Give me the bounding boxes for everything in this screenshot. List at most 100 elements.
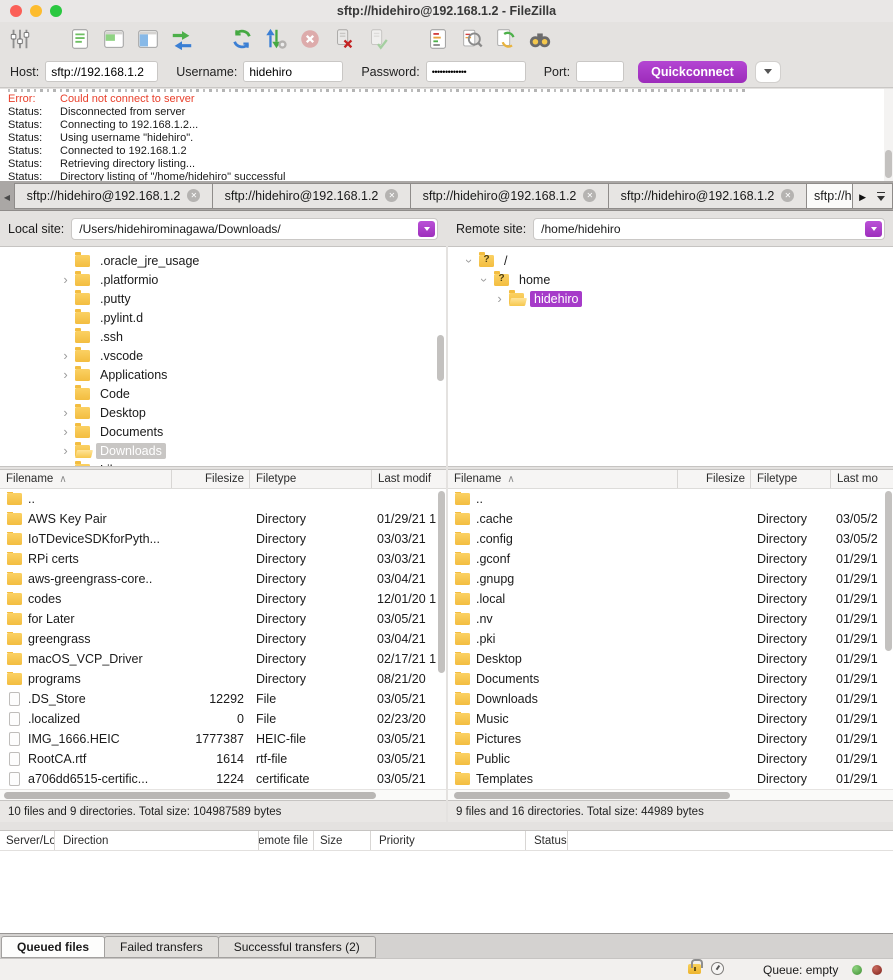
horizontal-scrollbar[interactable] [448,789,893,800]
column-filename[interactable]: Filename ∧ [448,470,678,488]
file-row[interactable]: aws-greengrass-core.. Directory 03/04/21 [0,569,446,589]
queue-column-header[interactable]: Status [526,831,568,850]
lock-icon[interactable] [688,959,703,974]
queue-column-header[interactable]: Direction [55,831,259,850]
tab-close-icon[interactable] [781,189,795,202]
local-tree-item[interactable]: Downloads [0,441,446,460]
message-log-toggle-button[interactable] [66,25,94,53]
session-tab[interactable]: sftp://hidehiro@192.168.1.2 [14,182,213,209]
disconnect-button[interactable] [330,25,358,53]
file-row[interactable]: Downloads Directory 01/29/1 [448,689,893,709]
remote-tree-item[interactable]: / [448,251,893,270]
synchronized-browsing-button[interactable] [492,25,520,53]
local-tree-item[interactable]: Applications [0,365,446,384]
tab-scroll-left-icon[interactable] [0,189,14,203]
file-row[interactable]: IMG_1666.HEIC 1777387 HEIC-file 03/05/21 [0,729,446,749]
host-input[interactable] [45,61,159,82]
remote-tree-toggle-button[interactable] [134,25,162,53]
tree-scrollbar-thumb[interactable] [437,335,444,381]
column-filesize[interactable]: Filesize [678,470,751,488]
refresh-button[interactable] [228,25,256,53]
close-window-button[interactable] [10,5,22,17]
list-scrollbar-thumb[interactable] [438,491,445,673]
file-row[interactable]: RPi certs Directory 03/03/21 [0,549,446,569]
expander-icon[interactable] [58,273,73,287]
quickconnect-dropdown-button[interactable] [754,60,781,83]
local-tree-item[interactable]: Code [0,384,446,403]
expander-icon[interactable] [58,444,73,458]
file-row[interactable]: a706dd6515-certific... 1224 certificate … [0,769,446,789]
expander-icon[interactable] [58,368,73,382]
column-filesize[interactable]: Filesize [172,470,250,488]
tab-close-icon[interactable] [385,189,399,202]
expander-icon[interactable] [58,463,73,467]
queue-column-header[interactable]: Priority [371,831,526,850]
session-tab[interactable]: sftp://hidehiro@192.168.1.2 [410,182,609,209]
file-row[interactable]: .local Directory 01/29/1 [448,589,893,609]
tab-list-dropdown-icon[interactable] [876,190,886,202]
column-last-modified[interactable]: Last mo [837,473,878,485]
local-tree-item[interactable]: .platformio [0,270,446,289]
file-row[interactable]: greengrass Directory 03/04/21 [0,629,446,649]
tab-scroll-right-icon[interactable] [859,189,866,203]
file-row[interactable]: .pki Directory 01/29/1 [448,629,893,649]
expander-icon[interactable] [492,292,507,306]
expander-icon[interactable] [58,425,73,439]
directory-filter-button[interactable] [424,25,452,53]
local-tree-toggle-button[interactable] [100,25,128,53]
file-row[interactable]: .. [448,489,893,509]
remote-tree-item[interactable]: home [448,270,893,289]
file-row[interactable]: .DS_Store 12292 File 03/05/21 [0,689,446,709]
queue-tab[interactable]: Failed transfers [104,936,219,958]
queue-tab[interactable]: Successful transfers (2) [217,936,376,958]
local-tree-item[interactable]: .putty [0,289,446,308]
quickconnect-button[interactable]: Quickconnect [638,60,747,83]
column-last-modified[interactable]: Last modif [378,473,432,485]
tab-close-icon[interactable] [187,189,201,202]
column-filetype[interactable]: Filetype [250,470,372,488]
file-row[interactable]: .gnupg Directory 01/29/1 [448,569,893,589]
file-row[interactable]: Templates Directory 01/29/1 [448,769,893,789]
password-input[interactable] [425,61,526,82]
username-input[interactable] [243,61,344,82]
file-row[interactable]: .. [0,489,446,509]
column-filename[interactable]: Filename ∧ [0,470,172,488]
log-scrollbar[interactable] [884,89,893,181]
queue-column-header[interactable]: Remote file [259,831,314,850]
local-tree-item[interactable]: .pylint.d [0,308,446,327]
remote-tree-item[interactable]: hidehiro [448,289,893,308]
local-site-combobox[interactable]: /Users/hidehirominagawa/Downloads/ [71,217,438,240]
site-manager-button[interactable] [6,25,34,53]
session-tab-partial[interactable]: sftp://h [806,182,854,209]
file-row[interactable]: AWS Key Pair Directory 01/29/21 1 [0,509,446,529]
log-scrollbar-thumb[interactable] [885,150,892,178]
file-row[interactable]: IoTDeviceSDKforPyth... Directory 03/03/2… [0,529,446,549]
file-row[interactable]: RootCA.rtf 1614 rtf-file 03/05/21 [0,749,446,769]
file-row[interactable]: codes Directory 12/01/20 1 [0,589,446,609]
port-input[interactable] [576,61,625,82]
tab-close-icon[interactable] [583,189,597,202]
queue-column-header[interactable]: Server/Local file [0,831,55,850]
file-row[interactable]: Desktop Directory 01/29/1 [448,649,893,669]
file-row[interactable]: .nv Directory 01/29/1 [448,609,893,629]
file-row[interactable]: programs Directory 08/21/20 [0,669,446,689]
horizontal-scrollbar[interactable] [0,789,446,800]
file-row[interactable]: Public Directory 01/29/1 [448,749,893,769]
remote-site-combobox[interactable]: /home/hidehiro [533,217,885,240]
process-queue-button[interactable] [262,25,290,53]
queue-column-header[interactable]: Size [314,831,371,850]
chevron-down-icon[interactable] [418,220,435,237]
local-tree-item[interactable]: Documents [0,422,446,441]
file-row[interactable]: .cache Directory 03/05/2 [448,509,893,529]
transfer-queue-toggle-button[interactable] [168,25,196,53]
reconnect-button[interactable] [364,25,392,53]
local-tree-item[interactable]: .vscode [0,346,446,365]
zoom-window-button[interactable] [50,5,62,17]
local-tree-item[interactable]: Desktop [0,403,446,422]
file-row[interactable]: for Later Directory 03/05/21 [0,609,446,629]
horizontal-scrollbar-thumb[interactable] [4,792,376,799]
local-tree-item[interactable]: Library [0,460,446,467]
file-row[interactable]: Documents Directory 01/29/1 [448,669,893,689]
local-tree-item[interactable]: .oracle_jre_usage [0,251,446,270]
session-tab[interactable]: sftp://hidehiro@192.168.1.2 [212,182,411,209]
